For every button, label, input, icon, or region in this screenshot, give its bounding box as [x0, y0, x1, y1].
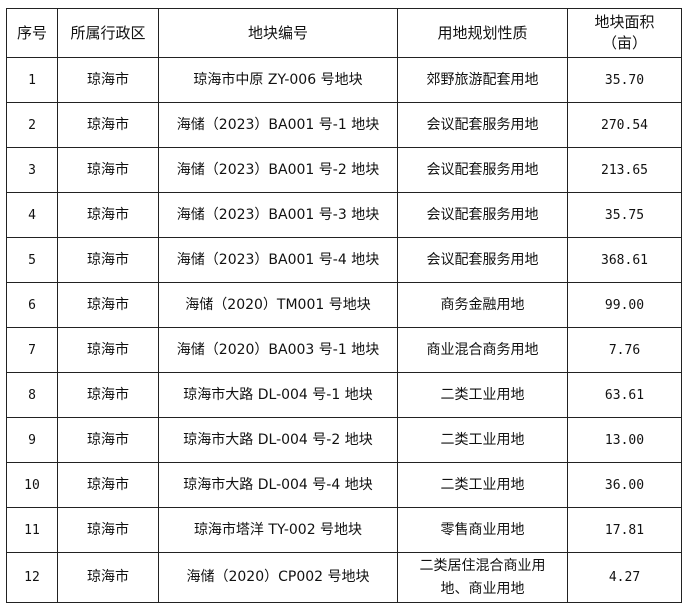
- cell-area: 13.00: [567, 417, 682, 463]
- cell-use: 二类居住混合商业用地、商业用地: [397, 552, 568, 603]
- cell-no: 4: [6, 192, 58, 238]
- table-row: 7 琼海市 海储（2020）BA003 号-1 地块 商业混合商务用地 7.76: [6, 327, 682, 373]
- cell-area: 36.00: [567, 462, 682, 508]
- header-parcel: 地块编号: [158, 8, 398, 58]
- cell-area: 35.70: [567, 57, 682, 103]
- header-area-line1: 地块面积: [594, 13, 655, 31]
- cell-area: 99.00: [567, 282, 682, 328]
- table-row: 6 琼海市 海储（2020）TM001 号地块 商务金融用地 99.00: [6, 282, 682, 328]
- cell-district: 琼海市: [57, 282, 159, 328]
- cell-no: 1: [6, 57, 58, 103]
- table-row: 1 琼海市 琼海市中原 ZY-006 号地块 郊野旅游配套用地 35.70: [6, 57, 682, 103]
- table-row: 3 琼海市 海储（2023）BA001 号-2 地块 会议配套服务用地 213.65: [6, 147, 682, 193]
- cell-district: 琼海市: [57, 552, 159, 603]
- table-row: 10 琼海市 琼海市大路 DL-004 号-4 地块 二类工业用地 36.00: [6, 462, 682, 508]
- cell-parcel: 琼海市大路 DL-004 号-1 地块: [158, 372, 398, 418]
- table-row: 8 琼海市 琼海市大路 DL-004 号-1 地块 二类工业用地 63.61: [6, 372, 682, 418]
- cell-district: 琼海市: [57, 237, 159, 283]
- cell-no: 6: [6, 282, 58, 328]
- cell-district: 琼海市: [57, 327, 159, 373]
- cell-area: 213.65: [567, 147, 682, 193]
- cell-area: 7.76: [567, 327, 682, 373]
- cell-district: 琼海市: [57, 417, 159, 463]
- cell-district: 琼海市: [57, 462, 159, 508]
- cell-parcel: 琼海市大路 DL-004 号-4 地块: [158, 462, 398, 508]
- cell-use: 二类工业用地: [397, 372, 568, 418]
- cell-no: 9: [6, 417, 58, 463]
- cell-parcel: 海储（2020）BA003 号-1 地块: [158, 327, 398, 373]
- cell-use: 零售商业用地: [397, 507, 568, 553]
- cell-no: 12: [6, 552, 58, 603]
- header-use: 用地规划性质: [397, 8, 568, 58]
- cell-parcel: 琼海市中原 ZY-006 号地块: [158, 57, 398, 103]
- header-row: 序号 所属行政区 地块编号 用地规划性质 地块面积 （亩）: [6, 8, 682, 58]
- cell-no: 7: [6, 327, 58, 373]
- cell-parcel: 海储（2020）CP002 号地块: [158, 552, 398, 603]
- cell-no: 8: [6, 372, 58, 418]
- cell-use: 二类工业用地: [397, 417, 568, 463]
- cell-area: 35.75: [567, 192, 682, 238]
- cell-parcel: 琼海市塔洋 TY-002 号地块: [158, 507, 398, 553]
- cell-parcel: 海储（2023）BA001 号-4 地块: [158, 237, 398, 283]
- cell-area: 368.61: [567, 237, 682, 283]
- cell-no: 10: [6, 462, 58, 508]
- cell-area: 270.54: [567, 102, 682, 148]
- cell-use: 会议配套服务用地: [397, 102, 568, 148]
- cell-district: 琼海市: [57, 57, 159, 103]
- cell-parcel: 海储（2020）TM001 号地块: [158, 282, 398, 328]
- land-parcel-table: 序号 所属行政区 地块编号 用地规划性质 地块面积 （亩） 1 琼海市 琼海市中原 Z…: [6, 8, 682, 603]
- cell-use: 商务金融用地: [397, 282, 568, 328]
- cell-district: 琼海市: [57, 147, 159, 193]
- cell-parcel: 海储（2023）BA001 号-3 地块: [158, 192, 398, 238]
- cell-use: 二类工业用地: [397, 462, 568, 508]
- cell-use: 商业混合商务用地: [397, 327, 568, 373]
- table-row: 12 琼海市 海储（2020）CP002 号地块 二类居住混合商业用地、商业用地 4.2…: [6, 552, 682, 603]
- cell-parcel: 琼海市大路 DL-004 号-2 地块: [158, 417, 398, 463]
- header-district: 所属行政区: [57, 8, 159, 58]
- cell-no: 11: [6, 507, 58, 553]
- cell-no: 3: [6, 147, 58, 193]
- cell-parcel: 海储（2023）BA001 号-1 地块: [158, 102, 398, 148]
- table-row: 11 琼海市 琼海市塔洋 TY-002 号地块 零售商业用地 17.81: [6, 507, 682, 553]
- table-row: 5 琼海市 海储（2023）BA001 号-4 地块 会议配套服务用地 368.61: [6, 237, 682, 283]
- cell-use: 会议配套服务用地: [397, 192, 568, 238]
- table-row: 2 琼海市 海储（2023）BA001 号-1 地块 会议配套服务用地 270.54: [6, 102, 682, 148]
- cell-parcel: 海储（2023）BA001 号-2 地块: [158, 147, 398, 193]
- cell-district: 琼海市: [57, 102, 159, 148]
- cell-district: 琼海市: [57, 507, 159, 553]
- cell-area: 4.27: [567, 552, 682, 603]
- cell-area: 17.81: [567, 507, 682, 553]
- cell-no: 5: [6, 237, 58, 283]
- cell-use: 郊野旅游配套用地: [397, 57, 568, 103]
- cell-no: 2: [6, 102, 58, 148]
- header-area: 地块面积 （亩）: [567, 8, 682, 58]
- cell-district: 琼海市: [57, 192, 159, 238]
- table-row: 9 琼海市 琼海市大路 DL-004 号-2 地块 二类工业用地 13.00: [6, 417, 682, 463]
- cell-area: 63.61: [567, 372, 682, 418]
- header-no: 序号: [6, 8, 58, 58]
- table-row: 4 琼海市 海储（2023）BA001 号-3 地块 会议配套服务用地 35.75: [6, 192, 682, 238]
- header-area-line2: （亩）: [601, 34, 647, 52]
- cell-use: 会议配套服务用地: [397, 147, 568, 193]
- cell-district: 琼海市: [57, 372, 159, 418]
- cell-use: 会议配套服务用地: [397, 237, 568, 283]
